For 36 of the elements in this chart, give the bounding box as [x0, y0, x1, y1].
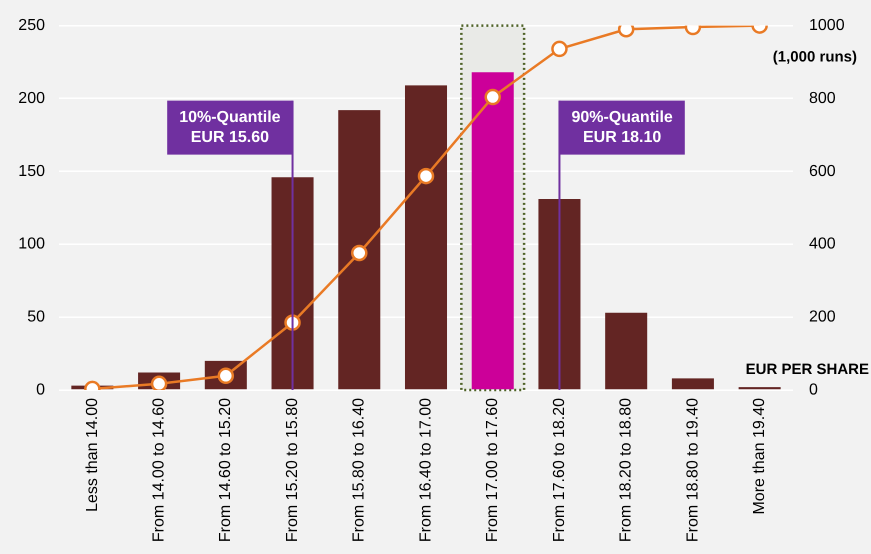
- bar: [538, 199, 580, 390]
- x-tick-label: More than 19.40: [751, 398, 768, 515]
- x-axis-title: EUR PER SHARE: [746, 361, 869, 378]
- y2-tick-label: 200: [809, 308, 836, 326]
- y-tick-label: 250: [18, 17, 46, 34]
- point: [150, 376, 168, 390]
- y-tick-label: 100: [18, 236, 46, 253]
- y-tick-label: 50: [27, 308, 46, 326]
- bar: [404, 85, 448, 390]
- x-tick-label: From 17.00 to 17.60: [484, 398, 502, 542]
- y2-tick-label: 400: [809, 236, 836, 253]
- point: [418, 168, 434, 184]
- y2-tick-label: 600: [809, 162, 836, 180]
- x-tick-label: From 17.60 to 18.20: [550, 398, 568, 542]
- ref-line-label: 90%-Quantile EUR 18.10: [571, 109, 673, 146]
- x-tick-label: From 18.20 to 18.80: [618, 398, 635, 542]
- x-tick-label: From 15.20 to 15.80: [284, 398, 301, 542]
- point: [351, 244, 368, 262]
- y2-axis-title: (1,000 runs): [772, 48, 857, 66]
- bar: [605, 312, 648, 390]
- x-tick-label: From 14.60 to 15.20: [217, 398, 234, 542]
- y2-tick-label: 1000: [809, 17, 845, 34]
- x-tick-label: From 18.80 to 19.40: [684, 398, 702, 542]
- y-tick-label: 200: [18, 90, 46, 107]
- bar: [672, 378, 714, 390]
- y2-tick-label: 0: [809, 381, 818, 398]
- y-tick-label: 0: [36, 381, 46, 398]
- x-tick-label: From 14.00 to 14.60: [150, 398, 168, 542]
- ref-line-label: 10%-Quantile EUR 15.60: [179, 109, 281, 146]
- x-tick-label: Less than 14.00: [84, 398, 101, 512]
- bar: [338, 110, 380, 390]
- bar: [272, 177, 314, 390]
- y-tick-label: 150: [18, 162, 46, 180]
- y2-tick-label: 800: [809, 90, 836, 107]
- x-tick-label: From 15.80 to 16.40: [350, 398, 368, 542]
- x-tick-label: From 16.40 to 17.00: [417, 398, 434, 542]
